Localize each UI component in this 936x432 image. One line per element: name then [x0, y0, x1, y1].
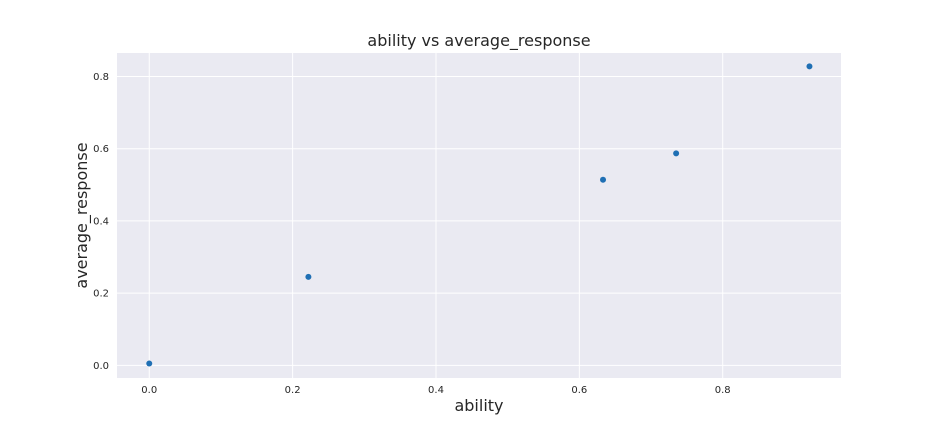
y-tick-label: 0.0 [93, 361, 109, 372]
x-tick-label: 0.4 [428, 385, 444, 396]
y-tick-label: 0.6 [93, 144, 109, 155]
y-tick-labels: 0.0 0.2 0.4 0.6 0.8 [93, 72, 109, 372]
y-tick-label: 0.4 [93, 216, 109, 227]
chart-title: ability vs average_response [367, 31, 590, 51]
x-tick-labels: 0.0 0.2 0.4 0.6 0.8 [141, 385, 730, 396]
data-point [146, 360, 153, 367]
data-point [600, 176, 607, 183]
data-point [673, 150, 680, 157]
x-tick-label: 0.0 [141, 385, 157, 396]
data-point [305, 273, 312, 280]
data-point [806, 63, 813, 70]
x-axis-label: ability [454, 396, 503, 415]
y-tick-label: 0.8 [93, 72, 109, 83]
y-tick-label: 0.2 [93, 289, 109, 300]
x-tick-label: 0.2 [285, 385, 301, 396]
x-tick-label: 0.6 [571, 385, 587, 396]
grid-lines [117, 53, 841, 378]
y-axis-label: average_response [72, 142, 92, 288]
x-tick-label: 0.8 [715, 385, 731, 396]
data-points [146, 63, 813, 367]
plot-area [117, 53, 841, 378]
